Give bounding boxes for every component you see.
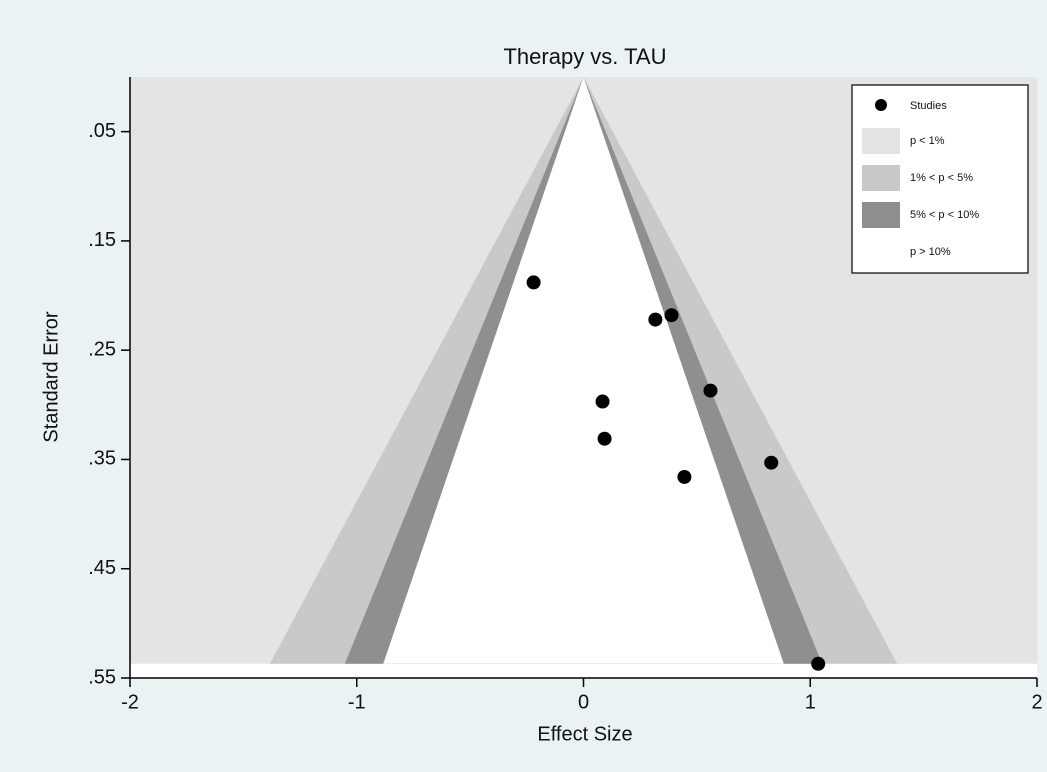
y-axis-label: Standard Error: [40, 311, 62, 443]
study-point: [664, 308, 679, 323]
x-tick-label: 1: [805, 691, 816, 713]
legend-swatch: [862, 202, 900, 228]
study-point: [677, 469, 692, 484]
legend-swatch: [862, 128, 900, 154]
x-tick-label: -2: [121, 691, 139, 713]
study-point: [811, 656, 826, 671]
study-point: [703, 383, 718, 398]
y-tick-label: .25: [88, 338, 116, 360]
legend-marker: [875, 99, 887, 111]
legend-label: 5% < p < 10%: [910, 209, 979, 221]
chart-title: Therapy vs. TAU: [503, 44, 666, 69]
y-tick-label: .15: [88, 229, 116, 251]
study-point: [648, 312, 663, 327]
legend-label: p < 1%: [910, 135, 945, 147]
x-tick-label: 0: [578, 691, 589, 713]
study-point: [595, 394, 610, 409]
x-axis-label: Effect Size: [537, 723, 632, 745]
y-tick-label: .45: [88, 557, 116, 579]
y-tick-label: .05: [88, 120, 116, 142]
legend-label: p > 10%: [910, 246, 951, 258]
legend-swatch: [862, 239, 900, 265]
legend-swatch: [862, 165, 900, 191]
study-point: [526, 275, 541, 290]
y-tick-label: .35: [88, 448, 116, 470]
x-tick-label: -1: [348, 691, 366, 713]
legend-label: Studies: [910, 100, 947, 112]
legend-label: 1% < p < 5%: [910, 172, 973, 184]
study-point: [764, 455, 779, 470]
contour-region: [383, 77, 784, 664]
y-tick-label: .55: [88, 666, 116, 688]
x-tick-label: 2: [1031, 691, 1042, 713]
study-point: [597, 431, 612, 446]
plot-bottom-strip: [130, 663, 1037, 678]
